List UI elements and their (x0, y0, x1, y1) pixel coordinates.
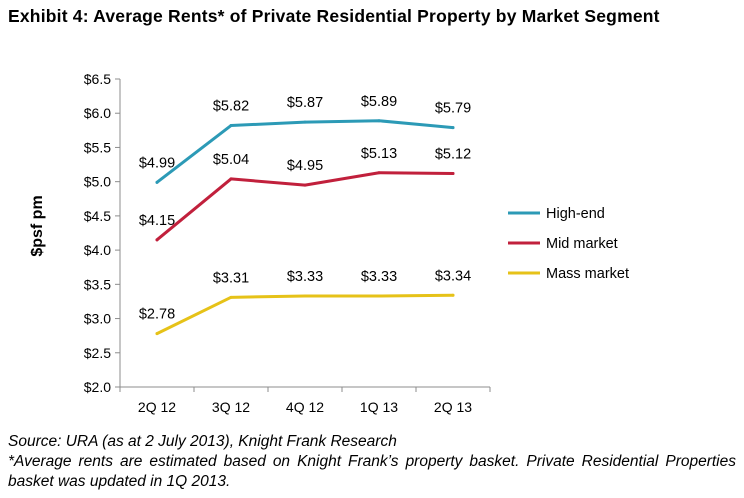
data-point-mass-market (451, 293, 455, 297)
footnote: *Average rents are estimated based on Kn… (8, 453, 736, 490)
source-note: Source: URA (as at 2 July 2013), Knight … (8, 433, 397, 450)
y-tick-label: $5.5 (84, 139, 111, 155)
data-point-mass-market (155, 332, 159, 336)
y-axis-label: $psf pm (29, 195, 46, 256)
chart-legend: High-end Mid market Mass market (508, 206, 629, 282)
x-tick-label: 4Q 12 (286, 399, 324, 415)
x-tick-label: 3Q 12 (212, 399, 250, 415)
data-point-mid-market (451, 171, 455, 175)
data-label-high-end: $5.87 (287, 95, 323, 111)
legend-label-mass-market: Mass market (546, 266, 629, 282)
data-point-mid-market (229, 177, 233, 181)
data-label-mass-market: $3.33 (361, 269, 397, 285)
legend-label-high-end: High-end (546, 206, 605, 222)
data-point-mid-market (303, 183, 307, 187)
data-label-mid-market: $5.13 (361, 146, 397, 162)
data-point-mass-market (303, 294, 307, 298)
data-label-high-end: $5.89 (361, 94, 397, 110)
chart-axes: $2.0 $2.5 $3.0 $3.5 $4.0 $4.5 $5.0 $5.5 $6.0 $6.5… (84, 71, 491, 415)
x-tick-label: 1Q 13 (360, 399, 398, 415)
y-tick-label: $3.0 (84, 311, 111, 327)
data-point-mass-market (377, 294, 381, 298)
x-tick-label: 2Q 12 (138, 399, 176, 415)
y-tick-label: $4.0 (84, 242, 111, 258)
data-point-mid-market (377, 171, 381, 175)
exhibit-title: Exhibit 4: Average Rents* of Private Res… (8, 6, 660, 26)
data-label-mass-market: $3.31 (213, 270, 249, 286)
data-label-high-end: $5.79 (435, 101, 471, 117)
data-point-high-end (377, 119, 381, 123)
data-label-mid-market: $4.95 (287, 158, 323, 174)
series-line-mid-market (155, 171, 455, 242)
chart-series (155, 119, 455, 336)
data-label-mid-market: $5.04 (213, 152, 249, 168)
data-point-high-end (229, 124, 233, 128)
data-point-mass-market (229, 295, 233, 299)
data-label-mid-market: $5.12 (435, 146, 471, 162)
data-label-mass-market: $2.78 (139, 307, 175, 323)
data-point-mid-market (155, 238, 159, 242)
y-tick-label: $3.5 (84, 276, 111, 292)
chart-data-labels: $4.99 $5.82 $5.87 $5.89 $5.79 $4.15 $5.04 $4.95… (139, 94, 471, 323)
data-label-mid-market: $4.15 (139, 213, 175, 229)
data-label-mass-market: $3.34 (435, 268, 471, 284)
y-tick-label: $6.0 (84, 105, 111, 121)
data-label-mass-market: $3.33 (287, 269, 323, 285)
series-line-mass-market (155, 293, 455, 336)
data-label-high-end: $5.82 (213, 99, 249, 115)
data-point-high-end (451, 126, 455, 130)
data-point-high-end (303, 120, 307, 124)
y-tick-label: $2.0 (84, 379, 111, 395)
x-tick-label: 2Q 13 (434, 399, 472, 415)
data-label-high-end: $4.99 (139, 155, 175, 171)
y-tick-label: $5.0 (84, 174, 111, 190)
data-point-high-end (155, 180, 159, 184)
y-tick-label: $6.5 (84, 71, 111, 87)
y-tick-label: $2.5 (84, 345, 111, 361)
line-chart: $2.0 $2.5 $3.0 $3.5 $4.0 $4.5 $5.0 $5.5 $6.0 $6.5… (29, 71, 629, 415)
y-tick-label: $4.5 (84, 208, 111, 224)
legend-label-mid-market: Mid market (546, 236, 618, 252)
